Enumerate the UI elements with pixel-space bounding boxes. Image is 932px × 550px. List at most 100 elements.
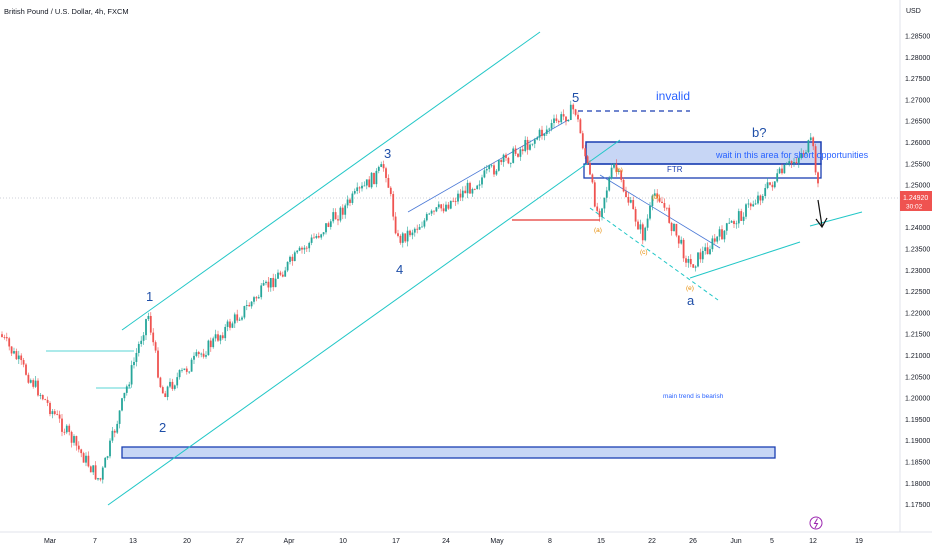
price-tick-label: 1.18000	[905, 481, 930, 488]
sub-wave-c: (c)	[640, 249, 648, 256]
invalid-label: invalid	[656, 89, 690, 103]
channel-lower-line[interactable]	[107, 139, 621, 506]
candle	[185, 366, 188, 375]
candle	[337, 215, 339, 226]
candle	[85, 452, 87, 467]
candle	[488, 164, 491, 173]
candle	[65, 424, 68, 435]
candle	[195, 349, 198, 358]
candle	[265, 280, 267, 286]
candle	[147, 312, 150, 322]
candle	[555, 114, 558, 124]
candle	[329, 219, 332, 230]
candle	[416, 224, 419, 234]
candle	[709, 245, 711, 256]
lightning-icon[interactable]	[809, 516, 823, 530]
candle	[92, 465, 95, 475]
candle	[58, 410, 61, 423]
candle	[15, 348, 18, 361]
time-tick-label: 10	[339, 538, 347, 545]
candle	[140, 336, 143, 347]
price-axis[interactable]: 1.28500 1.28000 1.27500 1.27000 1.26500 1.260…	[905, 34, 930, 510]
candle	[97, 477, 99, 481]
candle	[473, 188, 476, 191]
candle	[49, 401, 51, 417]
candle	[113, 429, 116, 438]
candle	[130, 360, 133, 388]
candle	[298, 246, 301, 252]
candle	[377, 165, 380, 174]
ftr-box[interactable]	[583, 163, 822, 179]
candle	[224, 324, 227, 342]
candle	[181, 367, 183, 373]
candle	[274, 274, 277, 288]
candle	[68, 423, 71, 436]
candle	[673, 222, 675, 232]
candle	[730, 220, 733, 223]
candle	[807, 139, 810, 154]
candle	[128, 381, 131, 389]
candle	[586, 155, 589, 165]
candle	[541, 125, 543, 140]
channel-upper-line[interactable]	[121, 31, 541, 331]
candle	[747, 199, 750, 208]
candle	[73, 434, 75, 446]
candle	[632, 196, 635, 210]
candle	[476, 184, 479, 190]
candle	[171, 378, 174, 391]
trendline-rising[interactable]	[689, 241, 801, 279]
candle	[560, 111, 563, 125]
candle	[596, 202, 599, 213]
candle	[533, 137, 536, 149]
time-tick-label: Apr	[284, 538, 296, 545]
candle	[397, 229, 399, 238]
candle	[620, 169, 623, 183]
candle	[769, 182, 771, 186]
candle	[363, 181, 366, 187]
candle	[543, 133, 546, 141]
candle	[447, 202, 450, 210]
price-tick-label: 1.23500	[905, 247, 930, 254]
candle	[569, 100, 572, 121]
candle	[188, 371, 191, 374]
time-axis[interactable]: Mar 7 13 20 27 Apr 10 17 24 May 8 15 22 26 Jun 5 12 19	[44, 538, 863, 545]
triangle-lower-line[interactable]	[589, 207, 719, 301]
support-zone[interactable]	[121, 446, 776, 459]
candle	[493, 162, 495, 178]
candle	[399, 234, 402, 245]
candle	[797, 156, 800, 168]
time-tick-label: 22	[648, 538, 656, 545]
candle	[248, 302, 251, 307]
candle	[776, 169, 779, 183]
candle	[514, 145, 517, 156]
candle	[512, 146, 515, 164]
candle	[754, 199, 757, 205]
triangle-upper-line[interactable]	[599, 174, 721, 249]
candle	[589, 159, 591, 176]
candle	[221, 332, 224, 340]
candle	[238, 317, 241, 321]
price-tick-label: 1.22500	[905, 289, 930, 296]
candle	[677, 235, 680, 248]
candle	[805, 149, 807, 157]
candle	[584, 144, 587, 159]
candle	[392, 191, 395, 221]
candle	[373, 172, 375, 185]
candle	[51, 408, 54, 419]
price-tick-label: 1.18500	[905, 460, 930, 467]
candle	[41, 394, 44, 401]
trendline-rising-ext[interactable]	[809, 211, 863, 227]
candle	[812, 136, 815, 151]
candle	[538, 128, 541, 141]
candle	[651, 194, 654, 211]
candle	[236, 309, 239, 323]
candle	[500, 158, 503, 166]
candle	[793, 158, 795, 167]
candle	[469, 181, 471, 194]
candle	[296, 249, 299, 255]
candle	[53, 408, 56, 416]
price-tick-label: 1.17500	[905, 502, 930, 509]
candle	[529, 139, 531, 151]
candle	[718, 226, 721, 241]
